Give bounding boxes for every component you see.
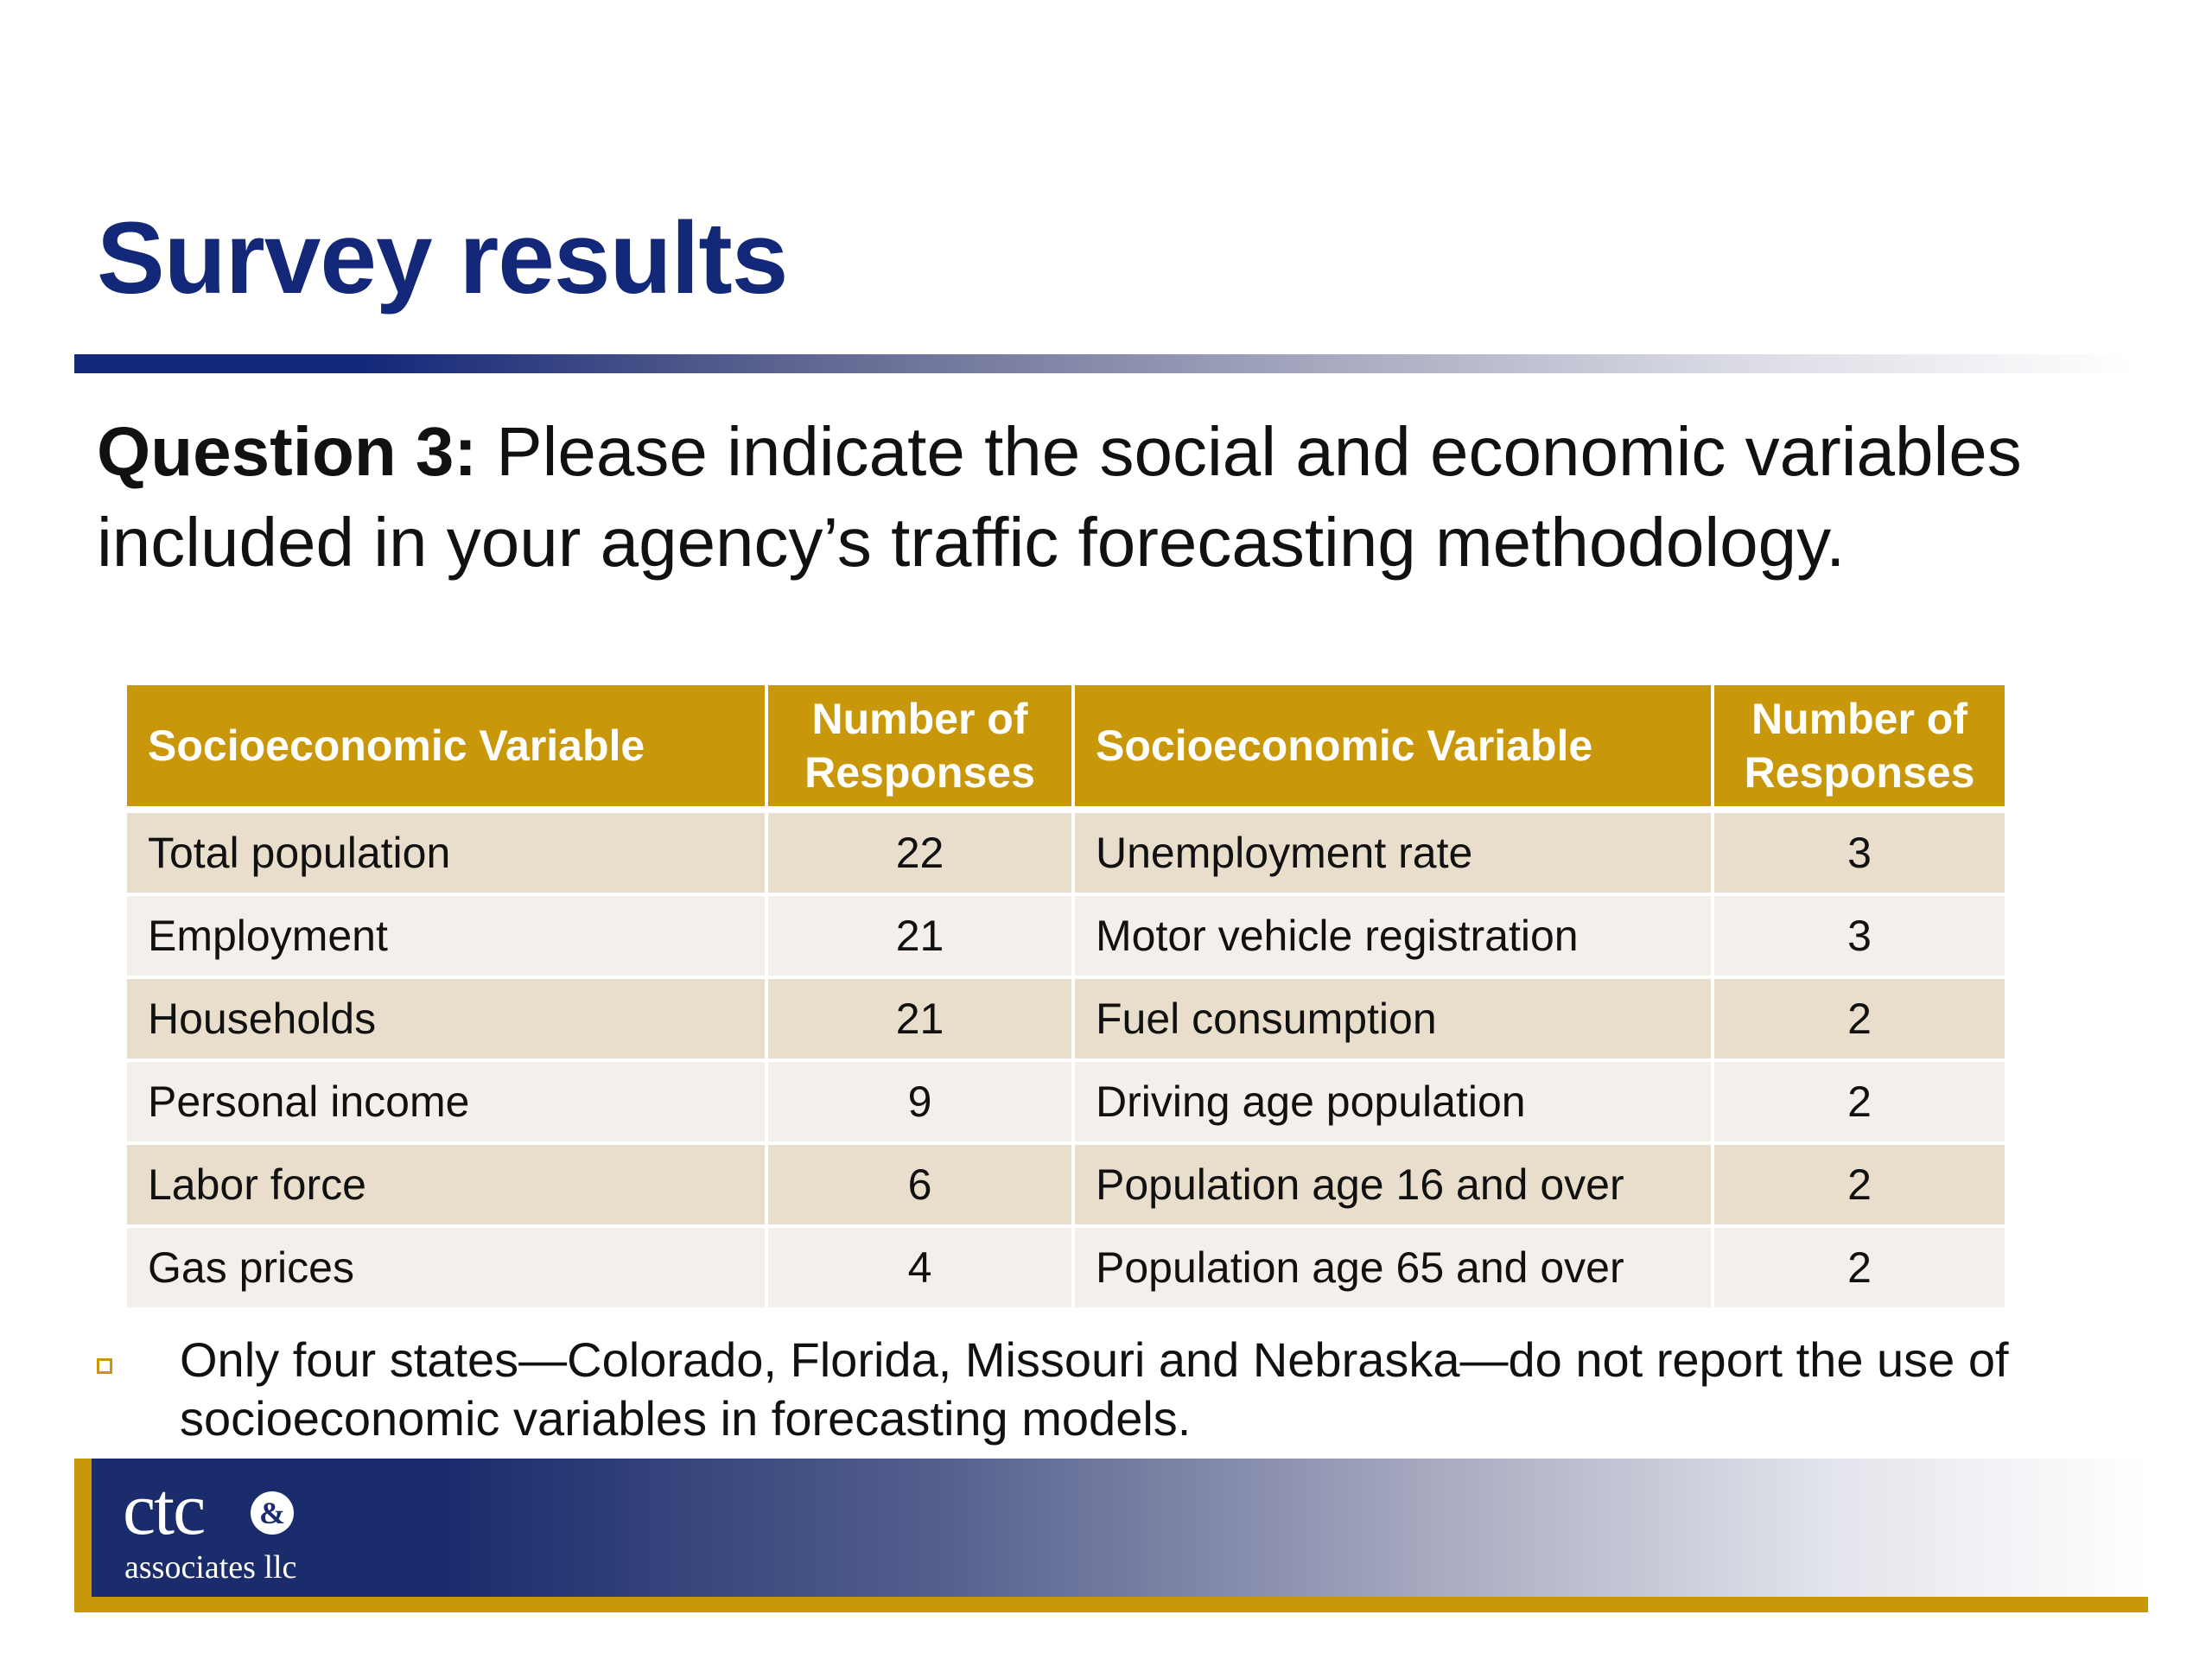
responses-cell: 3 [1713, 810, 2005, 896]
responses-cell: 22 [766, 810, 1075, 896]
variable-cell: Unemployment rate [1073, 810, 1714, 896]
variable-cell: Employment [127, 894, 768, 979]
responses-cell: 3 [1713, 894, 2005, 979]
variable-cell: Gas prices [127, 1226, 768, 1311]
responses-cell: 6 [766, 1143, 1075, 1228]
header-variable-right: Socioeconomic Variable [1073, 685, 1714, 813]
responses-cell: 21 [766, 894, 1075, 979]
footer-gradient-band [74, 1459, 2148, 1597]
header-variable-left: Socioeconomic Variable [127, 685, 768, 813]
table-row: Total population 22 Unemployment rate 3 [127, 810, 2005, 896]
responses-cell: 21 [766, 977, 1075, 1062]
table-header-row: Socioeconomic Variable Number of Respons… [127, 685, 2005, 813]
variable-cell: Households [127, 977, 768, 1062]
footer-gold-edge [74, 1459, 92, 1612]
responses-cell: 4 [766, 1226, 1075, 1311]
variable-cell: Driving age population [1073, 1060, 1714, 1145]
responses-cell: 2 [1713, 1060, 2005, 1145]
variable-cell: Personal income [127, 1060, 768, 1145]
table-row: Labor force 6 Population age 16 and over… [127, 1143, 2005, 1228]
variable-cell: Population age 65 and over [1073, 1226, 1714, 1311]
responses-cell: 2 [1713, 977, 2005, 1062]
question-body: Please indicate the social and economic … [97, 413, 2022, 581]
responses-cell: 2 [1713, 1143, 2005, 1228]
footnote-text: Only four states—Colorado, Florida, Miss… [180, 1332, 2009, 1446]
title-divider [74, 354, 2131, 373]
table-row: Gas prices 4 Population age 65 and over … [127, 1226, 2005, 1311]
variable-cell: Labor force [127, 1143, 768, 1228]
responses-cell: 2 [1713, 1226, 2005, 1311]
footnote: Only four states—Colorado, Florida, Miss… [97, 1331, 2110, 1448]
variable-cell: Population age 16 and over [1073, 1143, 1714, 1228]
logo-ampersand-icon: & [251, 1491, 294, 1535]
header-responses-right: Number of Responses [1713, 685, 2005, 813]
results-table: Socioeconomic Variable Number of Respons… [127, 685, 2005, 1311]
variable-cell: Total population [127, 810, 768, 896]
table-row: Employment 21 Motor vehicle registration… [127, 894, 2005, 979]
slide-title: Survey results [97, 201, 788, 315]
footer-gold-rule [74, 1597, 2148, 1612]
logo-wordmark: ctc [123, 1467, 206, 1550]
question-label: Question 3: [97, 413, 478, 490]
variable-cell: Motor vehicle registration [1073, 894, 1714, 979]
responses-cell: 9 [766, 1060, 1075, 1145]
logo-subtitle: associates llc [124, 1549, 297, 1586]
variable-cell: Fuel consumption [1073, 977, 1714, 1062]
table-row: Households 21 Fuel consumption 2 [127, 977, 2005, 1062]
ctc-logo: ctc & associates llc [102, 1460, 370, 1597]
question-text: Question 3: Please indicate the social a… [97, 406, 2110, 588]
table-row: Personal income 9 Driving age population… [127, 1060, 2005, 1145]
header-responses-left: Number of Responses [766, 685, 1075, 813]
square-bullet-icon [97, 1358, 112, 1374]
